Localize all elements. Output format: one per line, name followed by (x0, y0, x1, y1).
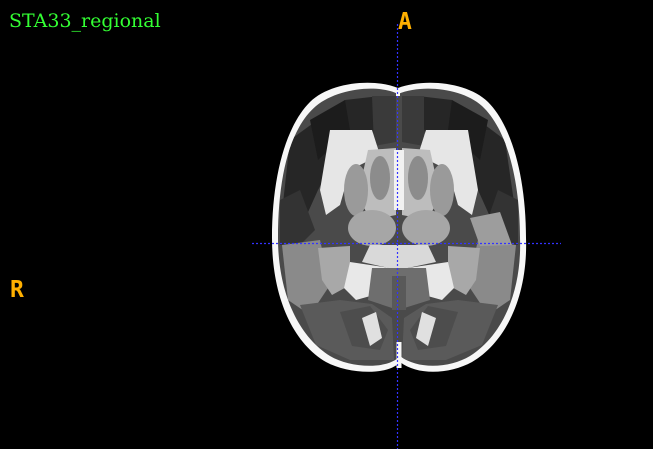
brain-slice-image (272, 82, 527, 372)
image-title: STA33_regional (9, 10, 161, 32)
orientation-label-anterior: A (398, 9, 412, 35)
orientation-label-right: R (10, 277, 24, 303)
